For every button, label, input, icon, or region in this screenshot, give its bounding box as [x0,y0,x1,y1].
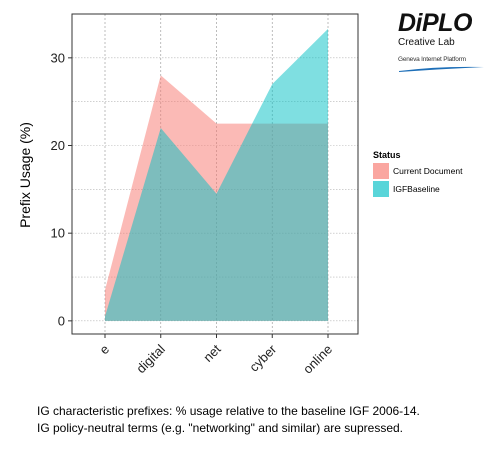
x-tick-label: cyber [246,341,280,375]
logo-swoosh-icon [399,66,484,72]
chart-caption: IG characteristic prefixes: % usage rela… [37,403,420,437]
y-axis: 0 10 20 30 [51,50,72,328]
x-axis: e digital net cyber online [96,334,335,377]
panel-border [71,13,359,335]
legend-label: Current Document [393,166,463,176]
legend-swatch [373,181,389,197]
y-tick-label: 0 [58,313,65,328]
legend-title: Status [373,150,401,160]
legend-label: IGFBaseline [393,184,440,194]
legend: Status Current Document IGFBaseline [373,150,463,197]
logo-wordmark: DiPLO [398,10,490,36]
area-layer [105,28,328,321]
caption-line-2: IG policy-neutral terms (e.g. "networkin… [37,421,403,435]
legend-swatch [373,163,389,179]
y-tick-label: 10 [51,226,65,241]
logo-platform-name: Geneva Internet Platform [398,56,466,63]
logo-subtitle: Creative Lab [398,37,455,48]
x-tick-label: net [200,341,224,365]
y-tick-label: 20 [51,138,65,153]
x-tick-label: e [96,342,112,358]
prefix-usage-chart: 0 10 20 30 e digital net cyber online Prefix Us… [17,13,463,377]
x-tick-label: online [300,342,335,377]
y-tick-label: 30 [51,50,65,65]
caption-line-1: IG characteristic prefixes: % usage rela… [37,404,420,418]
logo-brand: DiPLO [398,9,472,37]
area-series-1 [105,28,328,321]
x-tick-label: digital [133,341,168,376]
y-axis-label: Prefix Usage (%) [17,122,33,228]
diplo-logo: DiPLO Creative Lab Geneva Internet Platf… [398,10,490,82]
